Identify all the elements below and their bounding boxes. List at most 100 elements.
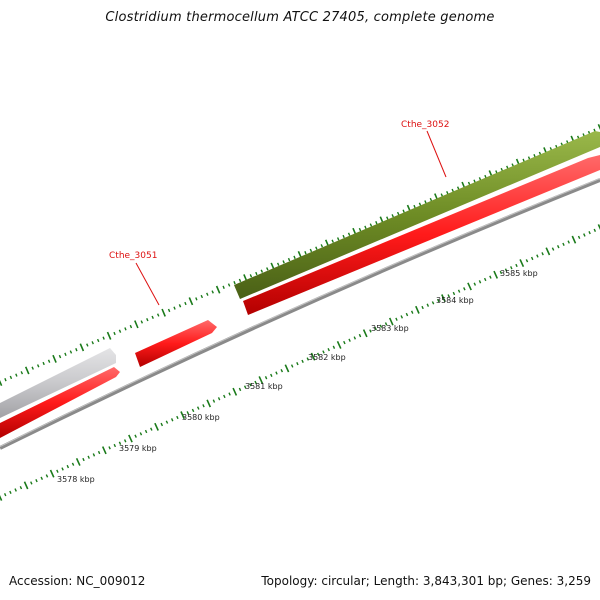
lower-tick-60 (310, 352, 316, 361)
upper-tick-39 (211, 290, 214, 294)
upper-tick-36 (195, 297, 198, 301)
upper-tick-28 (151, 315, 154, 319)
gene-grey-left (0, 348, 116, 418)
upper-tick-97 (527, 156, 531, 160)
kbp-label-3580: 3580 kbp (182, 413, 220, 422)
upper-tick-48 (260, 269, 264, 273)
upper-tick-74 (402, 209, 405, 213)
upper-tick-27 (146, 318, 149, 322)
lower-tick-89 (463, 287, 466, 291)
upper-tick-37 (200, 294, 204, 299)
upper-tick-40 (215, 285, 221, 294)
upper-tick-9 (47, 359, 51, 363)
upper-tick-7 (36, 364, 40, 368)
upper-tick-84 (456, 186, 460, 190)
lower-tick-107 (556, 245, 560, 249)
upper-tick-57 (309, 248, 313, 253)
lower-tick-94 (489, 275, 492, 279)
upper-tick-22 (118, 329, 122, 333)
lower-tick-16 (82, 457, 85, 462)
lower-tick-5 (23, 481, 29, 490)
lower-tick-59 (306, 357, 310, 361)
lower-tick-84 (436, 298, 440, 303)
lower-tick-101 (525, 259, 529, 263)
upper-tick-2 (9, 375, 13, 380)
lower-tick-25 (128, 434, 133, 443)
upper-tick-61 (331, 239, 334, 243)
lower-tick-76 (395, 317, 398, 321)
upper-tick-69 (375, 221, 378, 225)
lower-tick-17 (87, 455, 90, 459)
upper-tick-86 (467, 181, 471, 186)
upper-tick-11 (58, 354, 62, 359)
upper-tick-83 (451, 188, 454, 192)
upper-tick-4 (20, 371, 24, 375)
upper-tick-10 (52, 354, 57, 363)
upper-tick-73 (396, 211, 400, 216)
lower-tick-54 (280, 369, 284, 373)
lower-tick-79 (410, 310, 414, 314)
upper-tick-72 (391, 214, 394, 218)
lower-tick-33 (170, 418, 174, 422)
upper-tick-12 (64, 352, 67, 356)
lower-tick-42 (217, 397, 221, 401)
lower-tick-51 (264, 376, 268, 380)
lower-tick-88 (457, 289, 461, 293)
lower-tick-68 (353, 336, 357, 340)
lower-tick-72 (374, 326, 377, 331)
lower-tick-46 (238, 387, 242, 392)
kbp-label-3583: 3583 kbp (371, 324, 409, 333)
lower-tick-105 (545, 247, 551, 256)
upper-tick-110 (597, 123, 600, 131)
lower-tick-3 (14, 488, 17, 492)
lower-tick-14 (71, 462, 75, 466)
upper-tick-76 (413, 204, 416, 209)
lower-tick-13 (66, 464, 70, 469)
upper-tick-49 (266, 267, 269, 271)
upper-tick-89 (484, 174, 487, 179)
upper-tick-41 (222, 285, 225, 289)
upper-tick-29 (156, 313, 160, 317)
lower-tick-80 (415, 305, 420, 314)
lower-tick-24 (123, 439, 127, 443)
lower-tick-114 (593, 228, 597, 232)
upper-tick-66 (358, 227, 362, 232)
gene-label-cthe-3052: Cthe_3052 (401, 120, 449, 130)
lower-tick-20 (101, 446, 107, 455)
lower-tick-85 (441, 294, 446, 303)
map-title: Clostridium thermocellum ATCC 27405, com… (105, 10, 495, 25)
upper-tick-52 (282, 260, 285, 264)
lower-tick-40 (206, 399, 212, 408)
lower-tick-49 (254, 380, 257, 385)
kbp-label-3581: 3581 kbp (245, 382, 283, 391)
upper-tick-71 (386, 216, 389, 220)
lower-tick-91 (473, 282, 477, 286)
upper-tick-35 (188, 297, 194, 306)
upper-tick-33 (178, 304, 182, 308)
lower-tick-58 (301, 359, 304, 363)
lower-tick-12 (61, 467, 64, 471)
lower-tick-0 (0, 495, 3, 501)
lower-tick-62 (322, 350, 325, 354)
lower-tick-65 (336, 340, 342, 349)
lower-tick-8 (40, 476, 44, 480)
upper-tick-25 (134, 320, 139, 329)
lower-tick-26 (134, 434, 137, 438)
lower-tick-34 (176, 415, 179, 420)
lower-tick-55 (284, 364, 290, 373)
upper-tick-47 (255, 271, 258, 276)
upper-tick-77 (418, 202, 422, 206)
upper-tick-63 (342, 234, 345, 239)
upper-tick-68 (369, 223, 373, 227)
upper-tick-18 (96, 338, 100, 343)
upper-tick-14 (75, 348, 78, 352)
upper-tick-17 (91, 341, 94, 345)
lower-tick-66 (343, 340, 346, 345)
lower-tick-31 (160, 422, 164, 427)
lower-tick-106 (551, 247, 555, 251)
lower-tick-38 (196, 406, 200, 410)
genome-backbone (0, 178, 600, 450)
upper-tick-51 (276, 262, 280, 266)
lower-tick-32 (165, 420, 169, 424)
